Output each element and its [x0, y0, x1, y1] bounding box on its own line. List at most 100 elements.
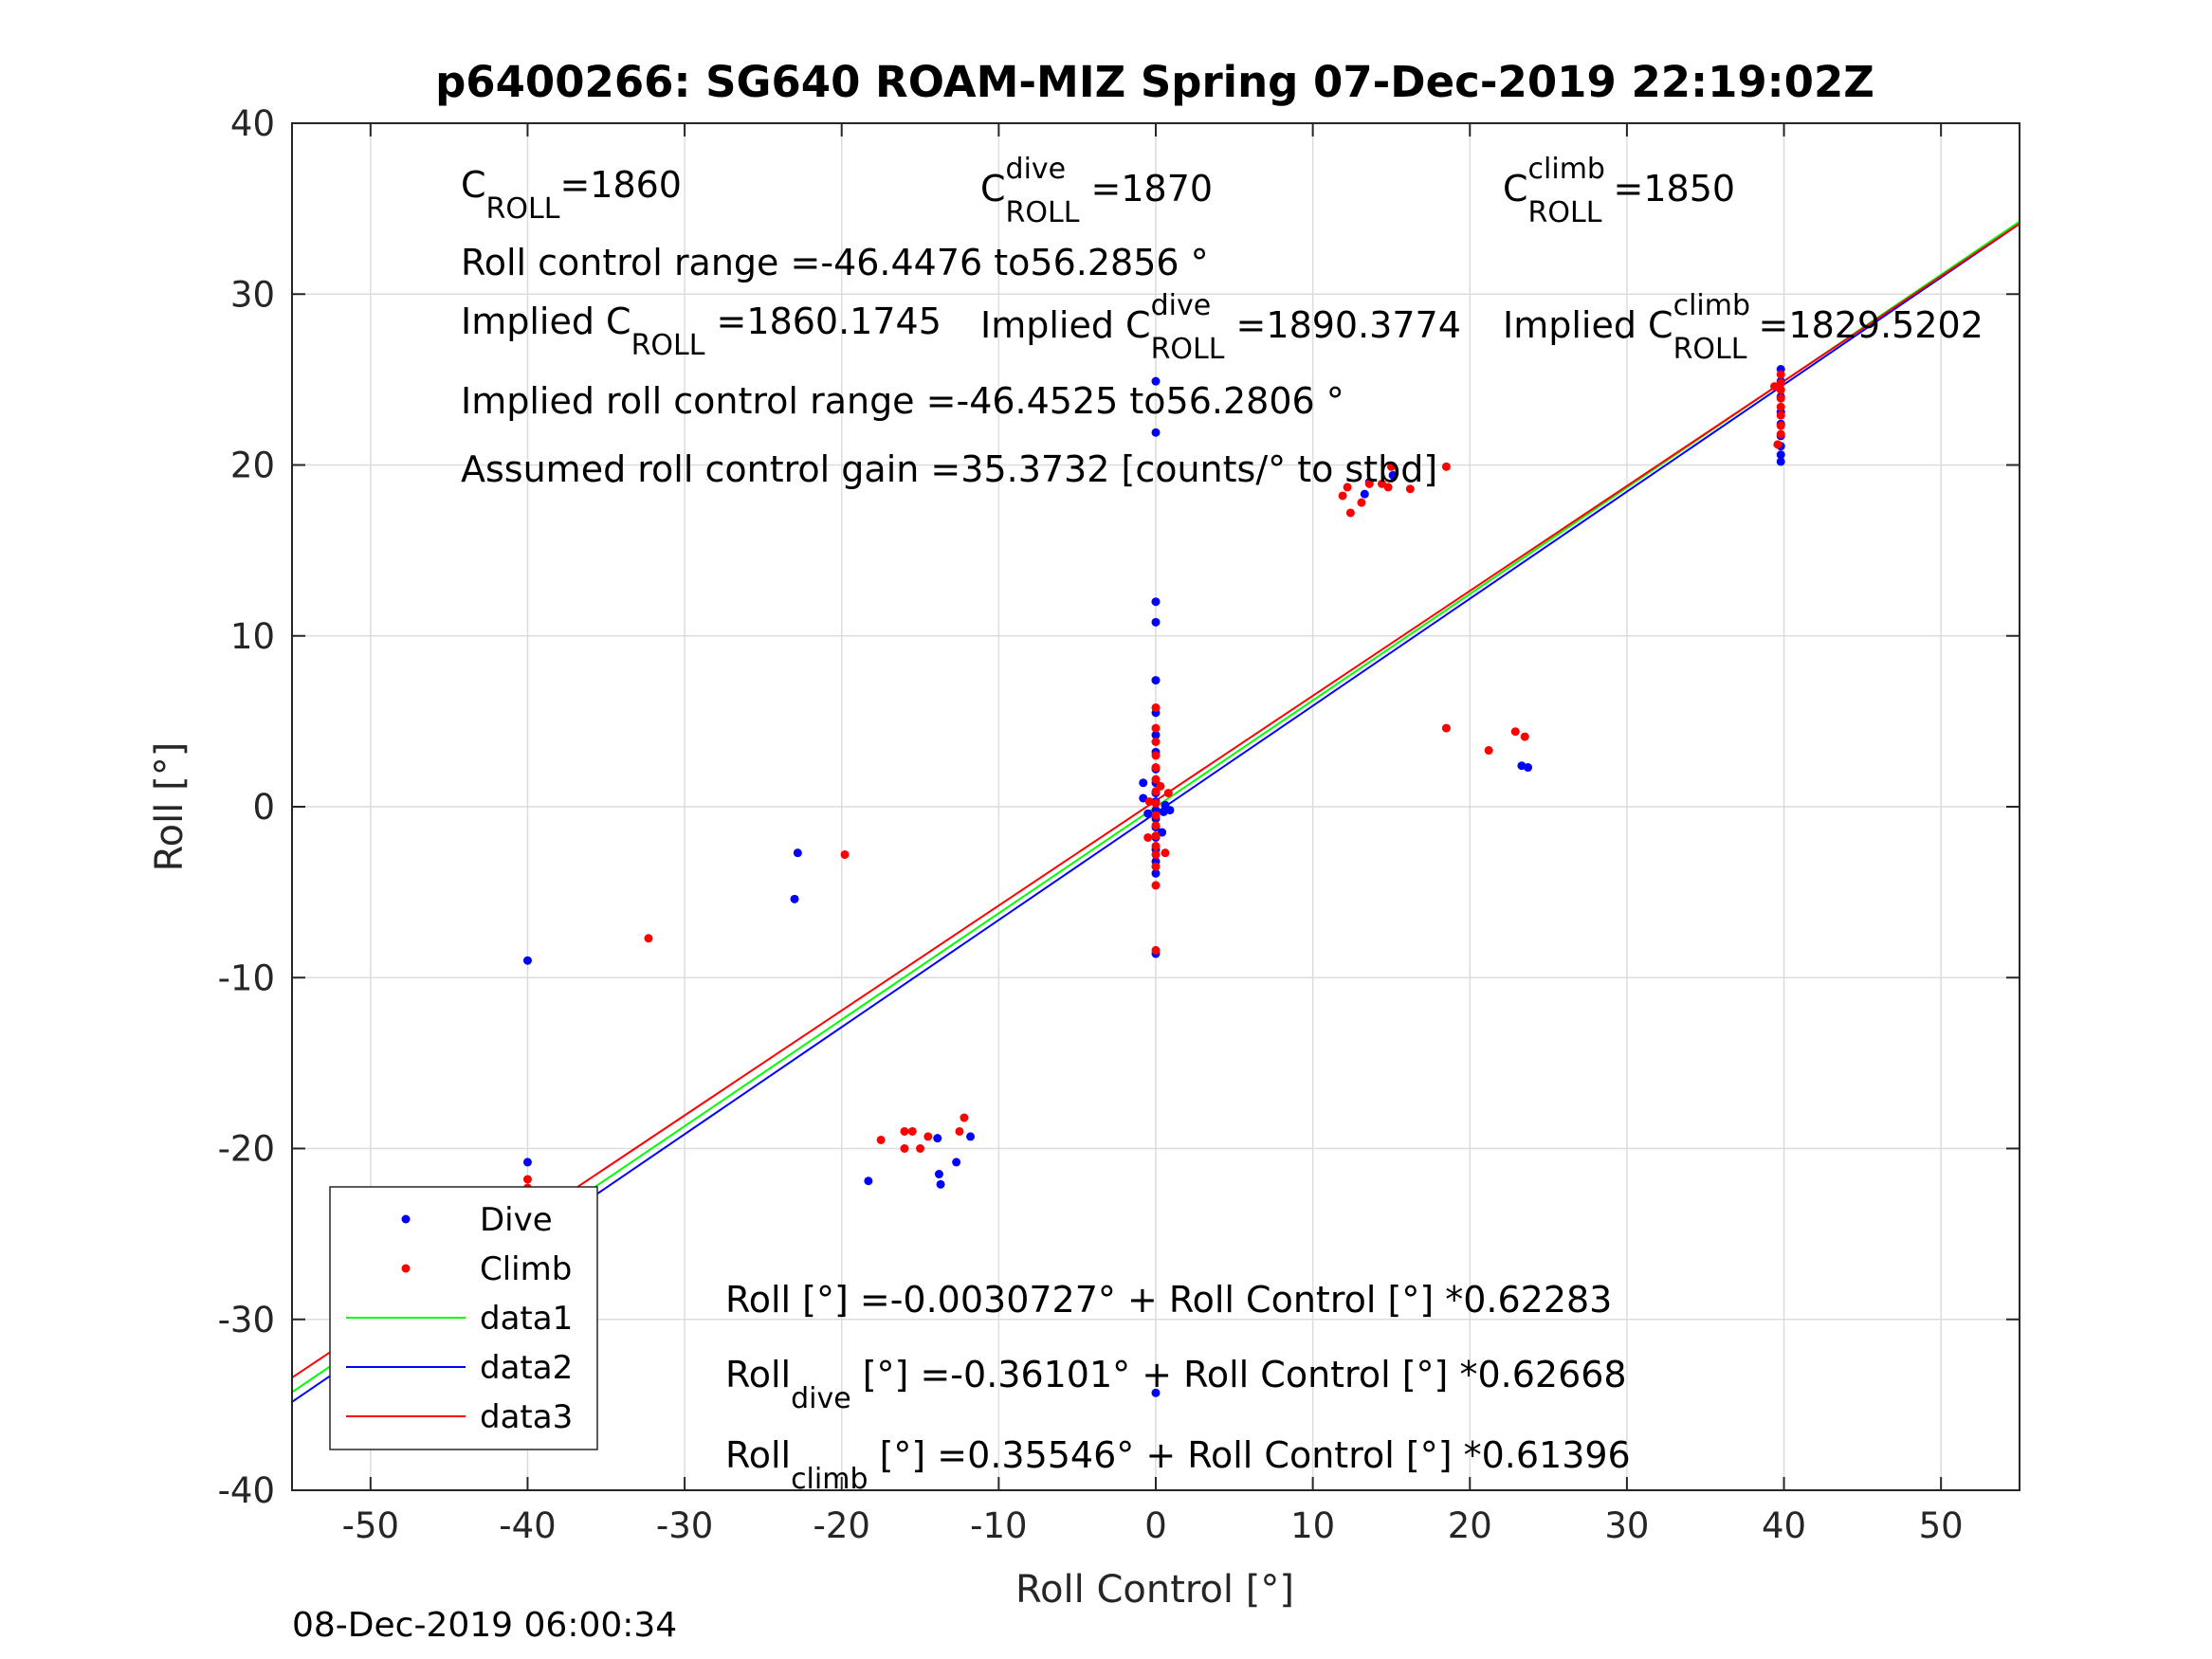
annotation-part: ROLL	[1528, 196, 1602, 229]
y-tick-label: -40	[218, 1470, 275, 1511]
climb-point	[1151, 849, 1161, 859]
annotation-part: dive	[1006, 153, 1067, 186]
climb-point	[1151, 862, 1161, 871]
x-tick-label: -20	[814, 1505, 870, 1546]
climb-point	[522, 1175, 532, 1184]
annotation-part: ROLL	[631, 329, 705, 362]
climb-point	[1151, 831, 1161, 841]
y-tick-label: 10	[230, 616, 275, 657]
climb-point	[1776, 410, 1785, 420]
climb-point	[1386, 462, 1396, 471]
fit-equation: Roll [°] =-0.0030727° + Roll Control [°]…	[725, 1279, 1612, 1321]
annotation-part: =1829.5202	[1746, 304, 1983, 346]
annotation-line: Implied Cclimb ROLL =1829.5202	[1503, 289, 1983, 366]
climb-point	[1776, 402, 1785, 411]
climb-point	[1776, 429, 1785, 439]
legend-label: Dive	[480, 1201, 553, 1239]
x-tick-label: 0	[1144, 1505, 1167, 1546]
climb-point	[840, 849, 850, 859]
annotation-part: =1850	[1601, 168, 1735, 210]
climb-point	[1441, 723, 1451, 733]
y-tick-label: -10	[218, 957, 275, 998]
annotation-part: Roll	[725, 1354, 791, 1395]
annotation-line: Cdive ROLL =1870	[980, 153, 1213, 229]
annotation-part: C	[1503, 168, 1528, 210]
annotation-part: =1870	[1079, 168, 1213, 210]
annotation-part: =1860.1745	[704, 301, 941, 342]
climb-point	[1156, 781, 1165, 791]
climb-point	[1151, 723, 1161, 733]
dive-point	[1151, 617, 1161, 627]
annotation-line: Implied Cdive ROLL =1890.3774	[980, 289, 1461, 366]
climb-point	[900, 1126, 909, 1136]
annotation-part: =1890.3774	[1224, 304, 1460, 346]
annotation-part: Implied C	[461, 301, 631, 342]
dive-point	[864, 1176, 873, 1186]
climb-point	[1776, 385, 1785, 394]
annotation-part: Roll	[725, 1434, 791, 1476]
dive-point	[1151, 597, 1161, 607]
annotation-part: climb	[791, 1463, 868, 1496]
annotation-part: dive	[1151, 289, 1212, 322]
legend-marker-dive	[401, 1214, 411, 1224]
annotation-line: Implied roll control range =-46.4525 to5…	[461, 380, 1344, 422]
legend-marker-climb	[401, 1264, 411, 1273]
axis-ticks: -50 -40 -30 -20 -10 0 10 20 30 40 50 -40 -30 -20 -10 0 1…	[218, 103, 2020, 1546]
annotation-part: [°] =0.35546° + Roll Control [°] *0.6139…	[868, 1434, 1631, 1476]
x-tick-label: 20	[1448, 1505, 1492, 1546]
annotation-part: Implied roll control range =-46.4525 to5…	[461, 380, 1344, 422]
annotation-part: climb	[1673, 289, 1750, 322]
dive-point	[1151, 868, 1161, 878]
climb-point	[1151, 763, 1161, 773]
climb-point	[1364, 479, 1374, 488]
y-tick-label: -30	[218, 1300, 275, 1340]
y-axis-label: Roll [°]	[148, 742, 192, 872]
climb-point	[1144, 797, 1154, 807]
x-tick-label: -40	[499, 1505, 556, 1546]
dive-point	[1776, 450, 1785, 460]
climb-point	[1151, 841, 1161, 850]
dive-point	[1151, 730, 1161, 739]
climb-point	[907, 1126, 917, 1136]
climb-point	[1151, 811, 1161, 820]
climb-point	[1405, 484, 1415, 494]
climb-point	[1151, 751, 1161, 760]
climb-point	[1151, 775, 1161, 784]
annotation-text: CROLL=1860 Cdive ROLL =1870 Cclimb ROLL =185…	[461, 153, 1983, 1496]
dive-point	[1151, 376, 1161, 386]
annotation-part: ROLL	[1673, 333, 1747, 366]
annotation-part: ROLL	[1151, 333, 1225, 366]
climb-point	[1151, 945, 1161, 955]
fit-equation: Rollclimb [°] =0.35546° + Roll Control […	[725, 1434, 1631, 1496]
dive-point	[1158, 828, 1167, 837]
dive-point	[793, 848, 802, 858]
climb-point	[1151, 821, 1161, 830]
climb-point	[1776, 378, 1785, 388]
x-tick-label: -10	[970, 1505, 1027, 1546]
climb-point	[1161, 848, 1170, 858]
chart-title: p6400266: SG640 ROAM-MIZ Spring 07-Dec-2…	[435, 57, 1874, 107]
climb-point	[1770, 382, 1780, 392]
climb-point	[1151, 881, 1161, 890]
y-tick-label: 20	[230, 446, 275, 486]
legend-label: data1	[480, 1300, 573, 1338]
annotation-part: C	[461, 164, 486, 206]
climb-point	[1151, 738, 1161, 747]
climb-point	[960, 1113, 969, 1122]
x-tick-label: 40	[1762, 1505, 1806, 1546]
x-tick-label: 10	[1290, 1505, 1335, 1546]
annotation-part: ROLL	[1006, 196, 1080, 229]
annotation-line: Implied CROLL =1860.1745	[461, 301, 941, 362]
climb-point	[955, 1126, 964, 1136]
climb-point	[1776, 393, 1785, 403]
x-tick-label: 50	[1919, 1505, 1964, 1546]
x-tick-label: -50	[342, 1505, 399, 1546]
dive-point	[936, 1179, 945, 1189]
climb-point	[1776, 421, 1785, 430]
x-tick-label: 30	[1604, 1505, 1649, 1546]
climb-point	[1163, 789, 1173, 798]
dive-point	[1524, 763, 1533, 773]
dive-point	[1151, 1388, 1161, 1397]
annotation-part: climb	[1528, 153, 1605, 186]
